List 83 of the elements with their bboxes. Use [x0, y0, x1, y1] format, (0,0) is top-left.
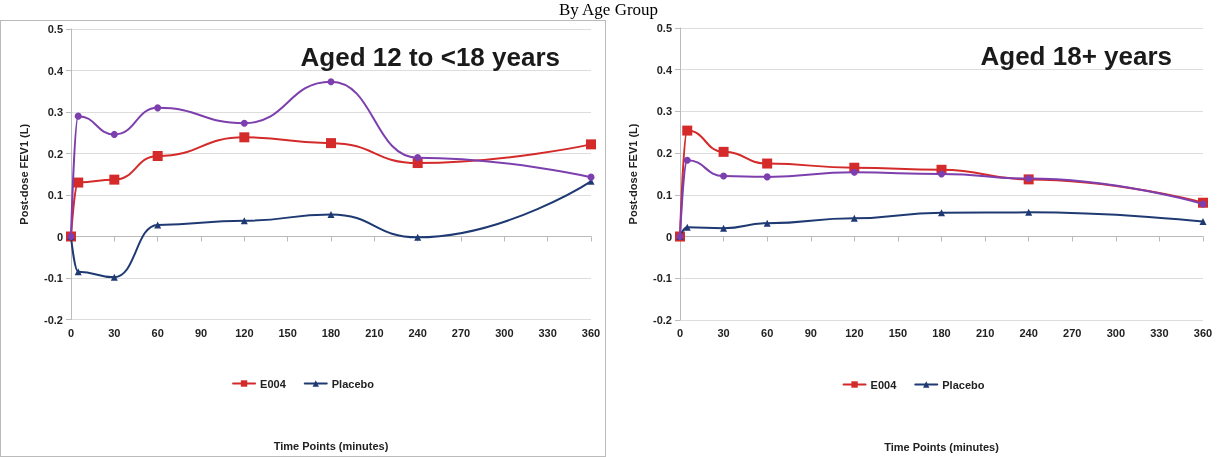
point [586, 139, 596, 150]
point [720, 224, 728, 232]
x-tick-label: 60 [761, 327, 774, 340]
point [763, 173, 771, 181]
y-tick-label: 0.4 [656, 63, 673, 76]
x-tick-label: 210 [975, 327, 995, 340]
y-tick-label: 0.2 [656, 147, 672, 160]
x-tick-label: 30 [108, 327, 121, 339]
y-tick-label: 0 [665, 230, 672, 243]
point [414, 233, 422, 241]
text: Aged 18+ years [980, 41, 1173, 71]
x-tick-label: 90 [194, 327, 208, 339]
x-tick-label: 210 [365, 327, 384, 339]
point [683, 156, 691, 164]
point [850, 168, 858, 176]
x-tick-label: 240 [408, 327, 427, 339]
point [1025, 208, 1033, 216]
y-tick-label: 0.1 [47, 189, 63, 201]
point [240, 119, 248, 127]
point [327, 78, 335, 86]
point [718, 146, 729, 157]
x-tick-label: 150 [278, 327, 297, 339]
point [74, 112, 82, 120]
x-axis-title: Time Points (minutes) [884, 440, 1000, 453]
y-tick-label: 0.5 [656, 22, 672, 34]
x-tick-label: 180 [321, 327, 341, 339]
point [326, 138, 336, 149]
y-tick-label: 0.1 [656, 188, 672, 201]
point [110, 273, 118, 281]
legend-label: E004 [870, 378, 898, 391]
point [239, 132, 250, 143]
x-tick-label: 150 [888, 327, 908, 340]
point [850, 214, 858, 222]
x-tick-label: 60 [151, 327, 164, 339]
x-tick-label: 270 [451, 327, 471, 339]
point [938, 209, 945, 217]
point [109, 174, 120, 185]
point [110, 130, 118, 138]
point [682, 125, 693, 136]
point [73, 177, 84, 188]
y-tick-label: 0.4 [47, 64, 64, 77]
y-axis-title: Post-dose FEV1 (L) [17, 123, 30, 225]
y-tick-label: -0.2 [653, 313, 672, 326]
point [154, 104, 162, 112]
x-tick-label: 360 [1193, 327, 1213, 340]
x-tick-label: 120 [845, 327, 864, 340]
x-tick-label: 360 [581, 327, 601, 339]
legend-label: Placebo [942, 378, 985, 391]
point [1199, 218, 1207, 226]
x-tick-label: 330 [1150, 327, 1169, 340]
point [762, 158, 773, 169]
x-tick-label: 270 [1063, 327, 1082, 340]
y-tick-label: 0.2 [47, 147, 63, 160]
y-tick-label: 0.5 [47, 23, 63, 35]
x-tick-label: 240 [1019, 327, 1038, 340]
point [683, 223, 691, 231]
x-tick-label: 180 [932, 327, 951, 340]
point [327, 211, 335, 219]
legend-label: E004 [260, 377, 287, 390]
point [414, 154, 422, 162]
x-tick-label: 300 [495, 327, 514, 339]
y-tick-label: -0.1 [653, 272, 672, 285]
y-tick-label: -0.2 [44, 313, 63, 326]
y-tick-label: 0.3 [656, 105, 672, 118]
x-tick-label: 330 [538, 327, 557, 339]
y-tick-label: 0.3 [47, 106, 63, 118]
legend-label: Placebo [331, 377, 375, 390]
point [763, 219, 771, 227]
x-tick-label: 0 [67, 327, 75, 339]
point [938, 170, 945, 178]
x-tick-label: 120 [235, 327, 254, 339]
y-tick-label: 0 [56, 230, 63, 243]
text: Aged 12 to <18 years [300, 42, 561, 72]
y-axis-title: Post-dose FEV1 (L) [626, 123, 639, 225]
x-tick-label: 300 [1106, 327, 1126, 340]
point [152, 150, 163, 161]
x-tick-label: 30 [717, 327, 730, 340]
x-axis-title: Time Points (minutes) [273, 439, 389, 452]
x-tick-label: 0 [676, 327, 684, 340]
x-tick-label: 90 [804, 327, 817, 340]
text: By Age Group [557, 0, 660, 20]
y-tick-label: -0.1 [44, 272, 63, 284]
point [720, 172, 728, 180]
